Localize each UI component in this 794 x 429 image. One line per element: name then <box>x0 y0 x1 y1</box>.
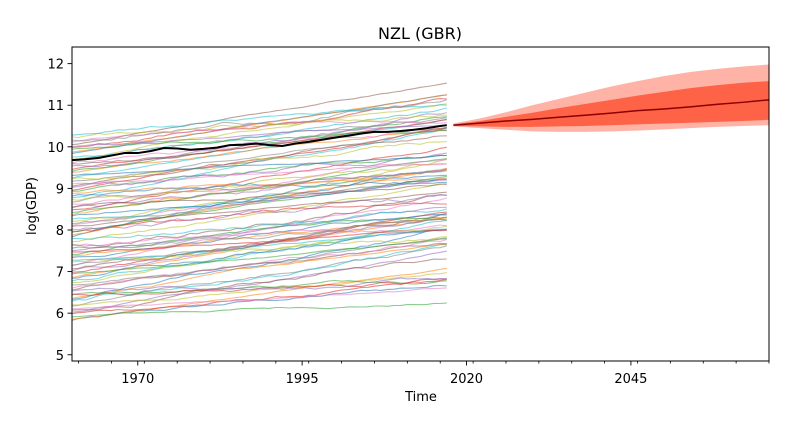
plot-frame <box>71 46 770 362</box>
x-axis-label: Time <box>404 390 437 405</box>
chart-title: NZL (GBR) <box>378 24 462 43</box>
background-series-line <box>72 228 447 279</box>
background-series-line <box>72 104 447 136</box>
background-series-line <box>72 183 447 208</box>
background-series-line <box>72 82 447 146</box>
background-series-line <box>72 174 447 238</box>
forecast-inner-band <box>453 81 769 127</box>
y-axis-label: log(GDP) <box>25 177 40 235</box>
highlight-series-group <box>71 124 447 162</box>
x-tick-label: 2045 <box>614 372 647 387</box>
y-tick-label: 10 <box>47 141 64 156</box>
background-series-line <box>72 191 447 227</box>
background-series-line <box>72 163 447 185</box>
background-series-line <box>72 114 447 139</box>
background-series-group <box>72 82 447 321</box>
background-series-line <box>72 162 447 201</box>
plot-area <box>71 46 770 362</box>
background-series-line <box>72 154 447 192</box>
background-series-line <box>72 146 447 211</box>
background-series-line <box>72 216 447 256</box>
background-series-line <box>72 279 447 296</box>
background-series-line <box>72 229 447 300</box>
background-series-line <box>72 154 447 176</box>
background-series-line <box>72 135 447 187</box>
background-series-line <box>72 181 447 217</box>
x-tick-label: 1970 <box>121 372 154 387</box>
background-series-line <box>72 224 447 247</box>
background-series-line <box>72 218 447 272</box>
y-tick-label: 12 <box>47 58 64 73</box>
background-series-line <box>72 250 447 313</box>
background-series-line <box>72 228 447 261</box>
x-tick-label: 2020 <box>450 372 483 387</box>
background-series-line <box>72 202 447 233</box>
background-series-line <box>72 194 447 249</box>
y-tick-label: 11 <box>47 99 64 114</box>
background-series-line <box>72 127 447 182</box>
background-series-line <box>72 267 447 320</box>
background-series-line <box>72 112 447 168</box>
background-series-line <box>72 287 447 310</box>
background-series-line <box>72 243 447 299</box>
forecast-median-line <box>453 99 770 126</box>
background-series-line <box>72 152 447 188</box>
background-series-line <box>72 238 447 275</box>
background-series-line <box>72 236 447 263</box>
background-series-line <box>72 193 447 231</box>
y-tick-label: 7 <box>56 266 64 281</box>
background-series-line <box>72 124 447 148</box>
background-series-line <box>72 99 447 142</box>
background-series-line <box>72 168 447 203</box>
background-series-line <box>72 244 447 302</box>
y-axis: 5 6 7 8 9 10 11 12 <box>47 58 72 364</box>
y-tick-label: 9 <box>56 182 64 197</box>
highlight-series-line <box>71 124 447 162</box>
background-series-line <box>72 277 447 292</box>
background-series-line <box>72 98 447 149</box>
background-series-line <box>72 258 447 311</box>
background-series-line <box>72 302 447 318</box>
y-tick-label: 5 <box>56 349 64 364</box>
background-series-line <box>72 178 447 194</box>
x-axis: 1970 1995 2020 2045 <box>78 361 770 387</box>
y-tick-label: 8 <box>56 224 64 239</box>
background-series-line <box>72 107 447 158</box>
forecast-group <box>453 64 770 132</box>
background-series-line <box>72 229 447 253</box>
background-series-line <box>72 141 447 180</box>
background-series-line <box>72 218 447 248</box>
background-series-line <box>72 103 447 160</box>
background-series-line <box>72 212 447 270</box>
background-series-line <box>72 182 447 243</box>
background-series-line <box>72 208 447 240</box>
background-series-line <box>72 271 447 306</box>
x-tick-label: 1995 <box>286 372 319 387</box>
y-tick-label: 6 <box>56 307 64 322</box>
